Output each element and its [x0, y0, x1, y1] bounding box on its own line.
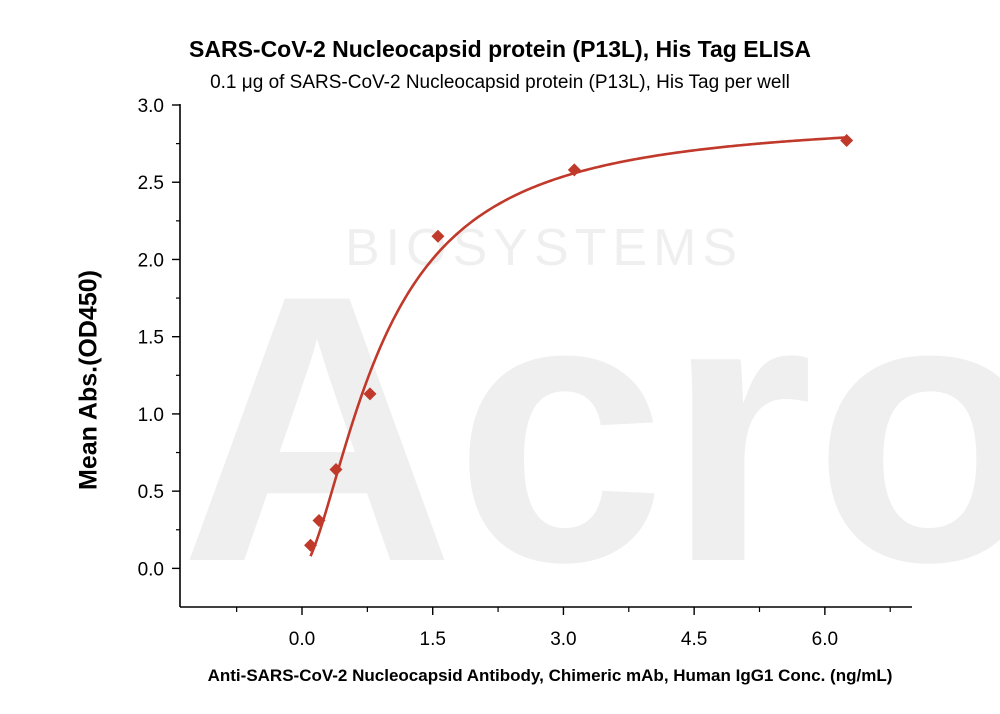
data-point	[363, 387, 377, 401]
y-tick-label: 2.5	[138, 173, 164, 194]
y-tick-label: 2.0	[138, 250, 164, 271]
watermark-text: BIOSYSTEMS	[345, 219, 743, 277]
chart-subtitle: 0.1 μg of SARS-CoV-2 Nucleocapsid protei…	[210, 72, 790, 93]
x-tick-label: 1.5	[420, 629, 446, 650]
x-tick-label: 4.5	[681, 629, 707, 650]
y-ticks: 0.0 0.5 1.0 1.5 2.0 2.5 3.0	[138, 96, 180, 580]
data-point	[567, 163, 581, 177]
watermark-logo: Acro	[180, 216, 1000, 641]
x-tick-label: 0.0	[289, 629, 315, 650]
x-tick-label: 3.0	[550, 629, 576, 650]
y-tick-label: 3.0	[138, 96, 164, 117]
data-point	[329, 463, 343, 477]
data-point	[304, 538, 318, 552]
x-ticks: 0.0 1.5 3.0 4.5 6.0	[236, 607, 891, 650]
y-tick-label: 1.5	[138, 328, 164, 349]
data-point	[840, 134, 854, 148]
chart-title: SARS-CoV-2 Nucleocapsid protein (P13L), …	[189, 36, 811, 62]
data-point	[431, 229, 445, 243]
data-point	[312, 514, 326, 528]
x-tick-label: 6.0	[812, 629, 838, 650]
watermark: Acro BIOSYSTEMS	[180, 216, 1000, 641]
y-tick-label: 0.5	[138, 482, 164, 503]
y-tick-label: 1.0	[138, 405, 164, 426]
data-points	[304, 134, 854, 552]
x-axis-label: Anti-SARS-CoV-2 Nucleocapsid Antibody, C…	[207, 666, 893, 685]
y-tick-label: 0.0	[138, 559, 164, 580]
